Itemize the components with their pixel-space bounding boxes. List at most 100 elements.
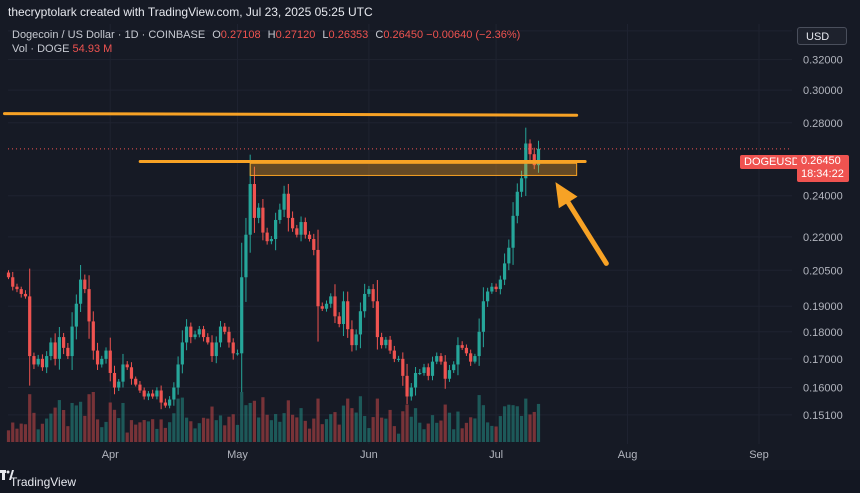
legend-high: 0.27120 — [275, 29, 316, 41]
candle-body — [172, 387, 176, 400]
volume-bar — [299, 408, 303, 442]
volume-bar — [159, 419, 163, 442]
volume-bar — [435, 422, 439, 442]
time-axis-label: Apr — [102, 449, 119, 461]
volume-bar — [418, 422, 422, 442]
time-axis-label: Jul — [489, 449, 503, 461]
volume-bar — [443, 404, 447, 442]
candle-body — [193, 334, 197, 338]
volume-bar — [473, 418, 477, 442]
candle-body — [371, 289, 375, 302]
candle-body — [83, 279, 87, 290]
volume-bar — [269, 420, 273, 442]
candle-body — [235, 353, 240, 355]
chart-legend: Dogecoin / US Dollar · 1D · COINBASE O 0.… — [12, 28, 520, 56]
candle-body — [456, 345, 460, 365]
candle-body — [40, 358, 45, 368]
candle-body — [125, 364, 129, 368]
volume-bar — [401, 411, 405, 442]
candle-body — [206, 337, 210, 343]
candle-body — [286, 193, 290, 218]
candle-body — [231, 342, 235, 354]
price-axis-label: 0.20500 — [803, 265, 843, 277]
candle-body — [62, 337, 66, 348]
volume-bar — [282, 413, 286, 442]
candle-body — [163, 402, 167, 406]
volume-bar — [6, 430, 11, 442]
volume-bar — [168, 422, 172, 442]
volume-bar — [197, 423, 201, 442]
ticker-badge: DOGEUSD — [740, 155, 804, 169]
volume-bar — [121, 402, 125, 442]
currency-button[interactable]: USD — [797, 27, 847, 45]
volume-bar — [108, 402, 112, 442]
legend-volume: 54.93 M — [72, 43, 113, 55]
candle-body — [112, 372, 117, 388]
candle-body — [481, 301, 485, 332]
candle-body — [426, 367, 430, 376]
candle-body — [159, 390, 163, 403]
volume-bar — [265, 414, 269, 442]
candle-body — [87, 289, 91, 322]
candle-body — [100, 358, 104, 365]
tradingview-logo-icon — [0, 470, 14, 480]
chart-area[interactable]: 0.340000.320000.300000.280000.240000.220… — [0, 24, 860, 470]
volume-bar — [477, 395, 481, 442]
legend-symbol-row: Dogecoin / US Dollar · 1D · COINBASE O 0.… — [12, 28, 520, 42]
volume-bar — [240, 392, 244, 442]
candle-body — [274, 219, 278, 240]
candle-body — [430, 361, 435, 376]
volume-bar — [460, 428, 464, 442]
volume-bar — [312, 418, 316, 442]
volume-bar — [210, 406, 214, 442]
candle-body — [197, 329, 201, 335]
volume-bar — [274, 414, 278, 442]
candle-body — [6, 272, 11, 278]
candle-body — [460, 345, 464, 348]
legend-low: 0.26353 — [328, 29, 369, 41]
candle-body — [507, 247, 511, 264]
legend-symbol[interactable]: Dogecoin / US Dollar · 1D · COINBASE — [12, 29, 206, 41]
candle-body — [303, 222, 307, 235]
candle-body — [312, 239, 316, 250]
candle-body — [184, 326, 189, 343]
resistance-line — [3, 112, 579, 117]
candle-body — [138, 384, 142, 391]
candle-body — [337, 316, 341, 324]
price-axis-label: 0.32000 — [803, 55, 843, 67]
volume-bar — [125, 432, 129, 442]
candle-body — [282, 193, 286, 210]
footer-brand[interactable]: TradingView — [10, 474, 77, 489]
candle-body — [341, 301, 346, 324]
time-axis-label: May — [227, 449, 248, 461]
candle-body — [295, 228, 299, 235]
volume-bar — [511, 405, 515, 442]
candle-body — [316, 249, 320, 307]
candle-body — [121, 364, 125, 382]
volume-bar — [528, 414, 532, 442]
price-axis-label: 0.15100 — [803, 410, 843, 422]
volume-bar — [23, 424, 28, 442]
volume-bar — [45, 418, 49, 442]
candle-body — [422, 367, 426, 373]
volume-bar — [392, 426, 396, 442]
price-axis-label: 0.17000 — [803, 354, 843, 366]
candle-body — [257, 207, 261, 218]
price-axis-label: 0.16000 — [803, 383, 843, 395]
volume-bar — [456, 411, 460, 442]
legend-volume-label[interactable]: Vol · DOGE — [12, 43, 70, 55]
candle-body — [218, 326, 223, 343]
volume-bar — [452, 429, 456, 442]
volume-bar — [337, 424, 341, 442]
volume-bar — [413, 408, 418, 442]
candle-body — [66, 347, 70, 357]
volume-bar — [53, 407, 57, 442]
volume-bar — [380, 417, 384, 442]
candle-body — [469, 353, 473, 362]
legend-open-label: O — [212, 29, 221, 41]
candlestick-chart[interactable]: 0.340000.320000.300000.280000.240000.220… — [0, 24, 860, 470]
volume-bar — [354, 412, 358, 442]
volume-bar — [201, 417, 206, 442]
candle-body — [511, 215, 515, 248]
candle-body — [155, 390, 159, 397]
